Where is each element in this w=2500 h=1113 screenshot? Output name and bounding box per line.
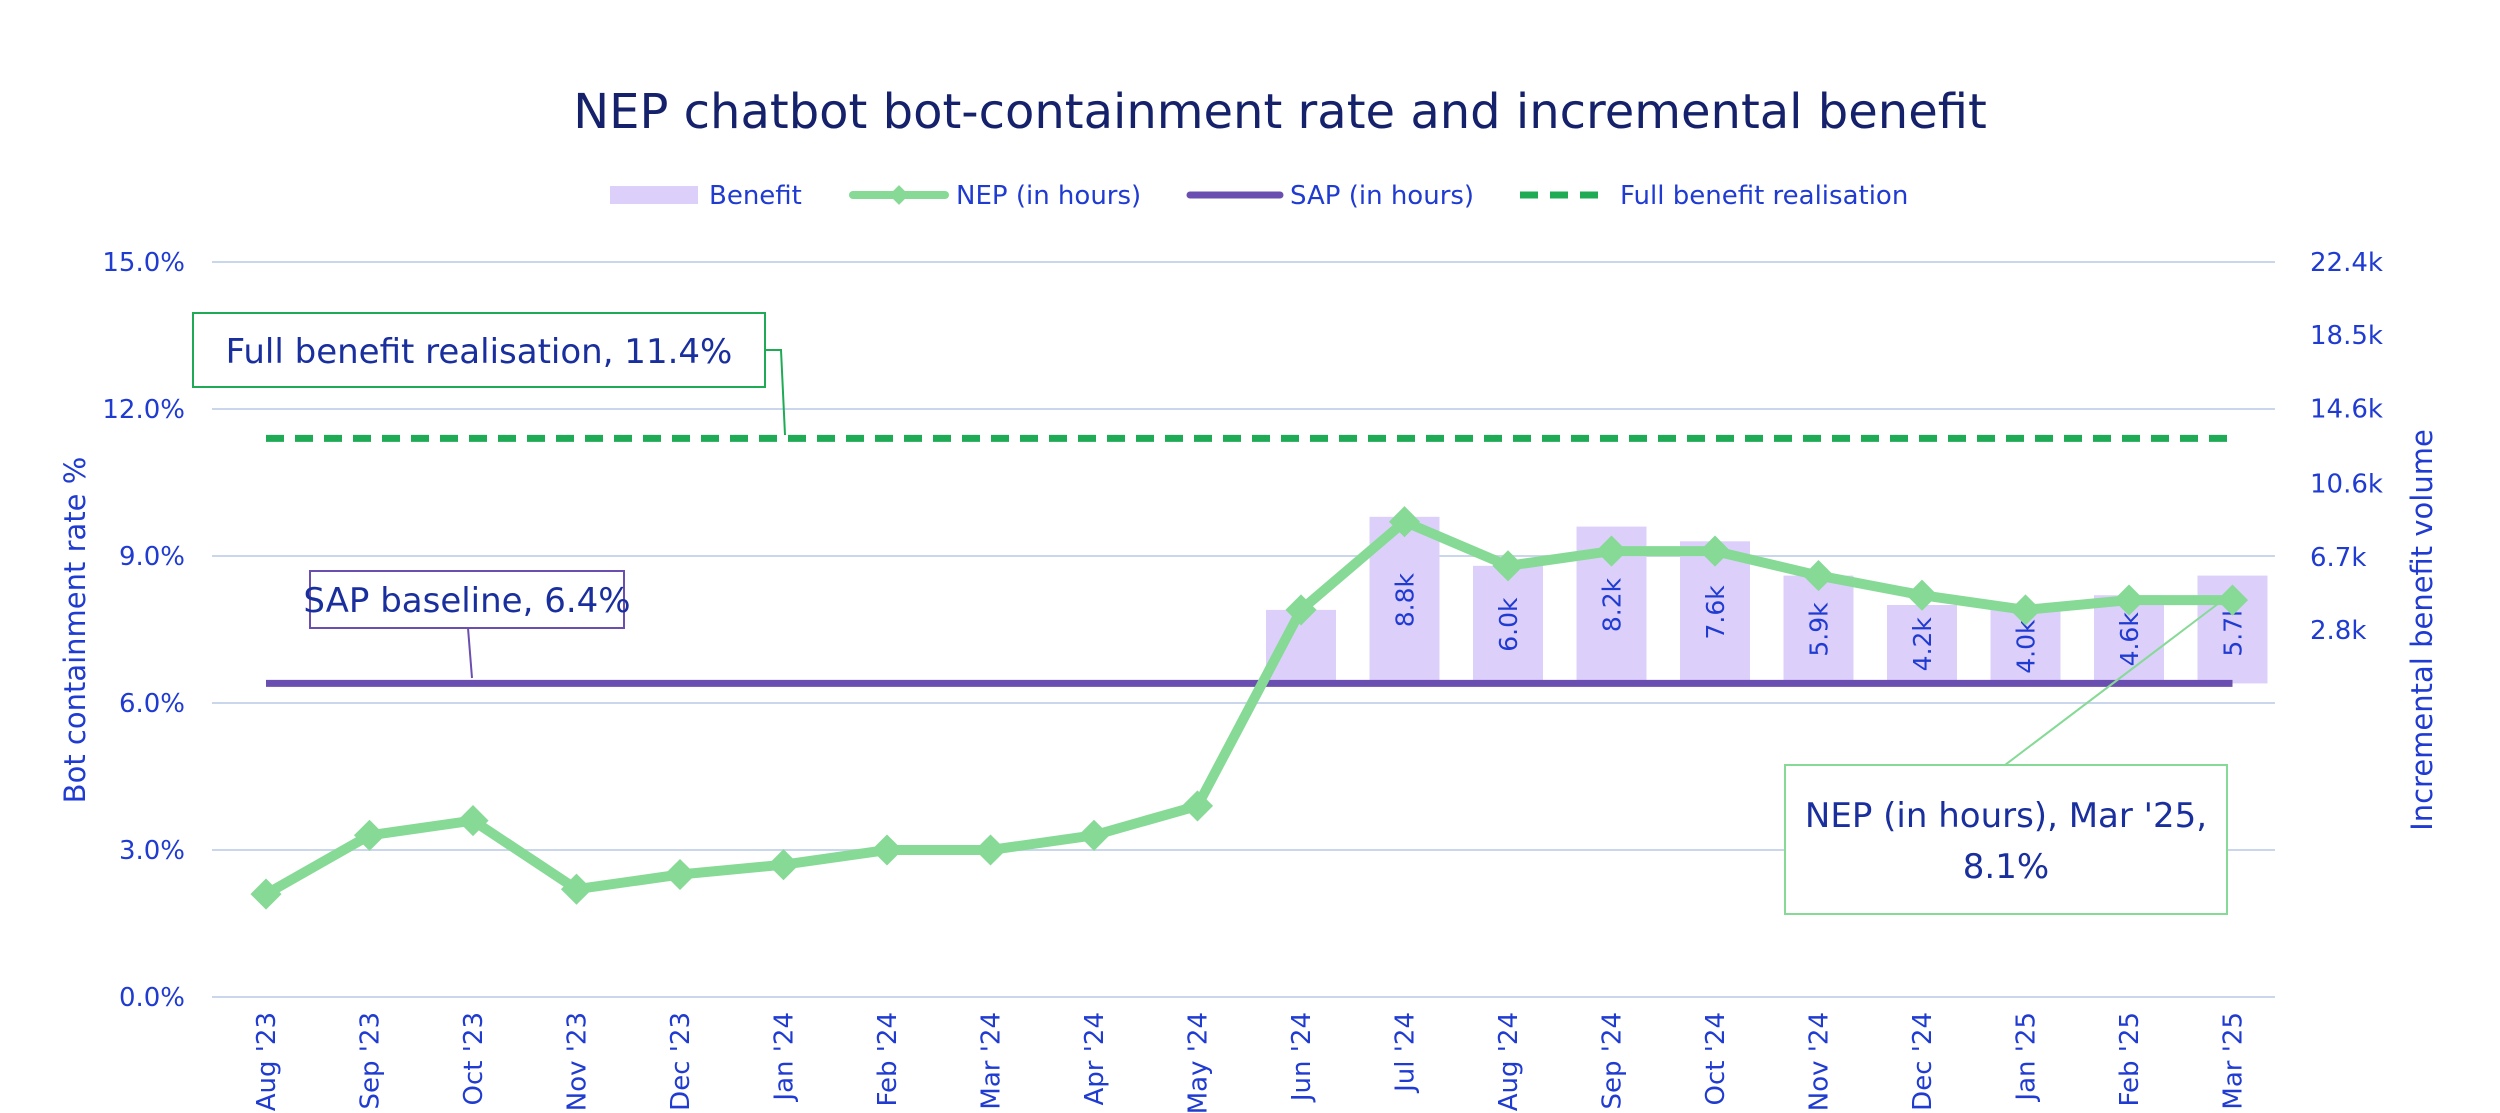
callout-sap-leader	[467, 627, 473, 679]
nep-marker	[974, 834, 1007, 866]
callout-nep-text-line2: 8.1%	[1963, 847, 2049, 887]
x-tick-label: Jul '24	[1391, 1012, 1421, 1094]
x-tick-label: Apr '24	[1080, 1012, 1110, 1105]
legend-label-sap: SAP (in hours)	[1290, 181, 1474, 211]
gridlines	[212, 261, 2275, 998]
benefit-bar-label: 5.9k	[1805, 602, 1834, 657]
right-tick-label: 18.5k	[2310, 321, 2383, 351]
left-tick-label: 15.0%	[102, 248, 185, 278]
left-axis-title: Bot containment rate %	[58, 457, 92, 804]
benefit-bar	[1473, 565, 1543, 684]
x-tick-label: Jan '24	[770, 1012, 800, 1103]
x-tick-label: May '24	[1184, 1012, 1214, 1113]
callout-full-benefit-text: Full benefit realisation, 11.4%	[226, 332, 733, 372]
nep-marker	[353, 819, 386, 851]
x-tick-label: Dec '23	[666, 1012, 696, 1111]
x-tick-label: Jan '25	[2012, 1012, 2042, 1103]
x-tick-label: Sep '24	[1598, 1012, 1628, 1110]
right-tick-label: 6.7k	[2310, 543, 2366, 573]
series-lines	[261, 434, 2238, 900]
benefit-bar-label: 8.8k	[1391, 572, 1420, 627]
callout-nep: NEP (in hours), Mar '25, 8.1%	[1784, 599, 2228, 915]
benefit-bar	[1783, 575, 1854, 684]
benefit-bar-label: 4.0k	[2012, 619, 2041, 674]
right-tick-label: 2.8k	[2310, 616, 2366, 646]
right-tick-label: 14.6k	[2310, 394, 2383, 424]
x-tick-label: Dec '24	[1908, 1012, 1938, 1111]
legend-label-nep: NEP (in hours)	[956, 181, 1141, 211]
callout-sap-text: SAP baseline, 6.4%	[303, 581, 630, 621]
x-tick-label: Mar '25	[2219, 1012, 2249, 1110]
callout-nep-leader	[2004, 599, 2224, 766]
nep-line	[261, 516, 2238, 900]
callout-nep-box	[1784, 764, 2228, 915]
x-tick-label: Jun '24	[1287, 1012, 1317, 1103]
x-tick-label: Feb '25	[2115, 1012, 2145, 1107]
callout-full-benefit-box	[192, 312, 766, 388]
right-axis-title: Incremental benefit volume	[2405, 429, 2439, 831]
legend-marker-nep	[889, 185, 909, 205]
x-tick-label: Nov '23	[563, 1012, 593, 1111]
nep-marker	[1078, 819, 1110, 851]
x-tick-label: Mar '24	[977, 1012, 1007, 1110]
left-axis-ticks: 0.0% 3.0% 6.0% 9.0% 12.0% 15.0%	[102, 248, 185, 1013]
left-tick-label: 0.0%	[119, 983, 185, 1013]
nep-marker	[664, 858, 696, 891]
benefit-bar-label: 4.6k	[2115, 612, 2144, 667]
left-tick-label: 12.0%	[102, 395, 185, 425]
left-tick-label: 6.0%	[119, 689, 185, 719]
nep-marker	[2216, 584, 2249, 616]
legend-swatch-benefit	[610, 186, 698, 204]
chart-title: NEP chatbot bot-containment rate and inc…	[573, 84, 1987, 140]
x-axis-ticks: Aug '23 Sep '23 Oct '23 Nov '23 Dec '23 Jan '…	[252, 1012, 2249, 1113]
x-tick-label: Oct '24	[1701, 1012, 1731, 1105]
benefit-bars	[1266, 516, 2268, 684]
nep-marker	[2113, 584, 2145, 616]
x-tick-label: Oct '23	[459, 1012, 489, 1105]
benefit-bar-label: 4.2k	[1908, 617, 1937, 672]
callout-full-benefit: Full benefit realisation, 11.4%	[192, 312, 786, 436]
benefit-bar-label: 6.0k	[1494, 597, 1523, 652]
x-tick-label: Feb '24	[873, 1012, 903, 1107]
callout-sap-box	[309, 570, 625, 629]
x-tick-label: Aug '24	[1494, 1012, 1524, 1111]
right-tick-label: 10.6k	[2310, 470, 2383, 500]
nep-marker	[457, 805, 489, 837]
benefit-bar-label: 8.2k	[1598, 577, 1627, 632]
callout-nep-text-line1: NEP (in hours), Mar '25,	[1805, 796, 2207, 836]
right-tick-label: 22.4k	[2310, 248, 2383, 278]
left-tick-label: 3.0%	[119, 836, 185, 866]
benefit-bar	[1887, 605, 1957, 684]
benefit-bar-label: 7.6k	[1701, 585, 1730, 640]
right-axis-ticks: 2.8k 6.7k 10.6k 14.6k 18.5k 22.4k	[2310, 248, 2383, 646]
nep-marker	[767, 849, 800, 881]
nep-marker	[871, 834, 903, 866]
legend: Benefit NEP (in hours) SAP (in hours) Fu…	[610, 181, 1908, 211]
x-tick-label: Nov '24	[1805, 1012, 1835, 1111]
legend-label-benefit: Benefit	[709, 181, 802, 211]
legend-label-full-benefit: Full benefit realisation	[1620, 181, 1908, 211]
callout-sap: SAP baseline, 6.4%	[303, 570, 631, 679]
left-tick-label: 9.0%	[119, 542, 185, 572]
x-tick-label: Sep '23	[356, 1012, 386, 1110]
callout-full-benefit-leader	[765, 349, 786, 436]
x-tick-label: Aug '23	[252, 1012, 282, 1111]
